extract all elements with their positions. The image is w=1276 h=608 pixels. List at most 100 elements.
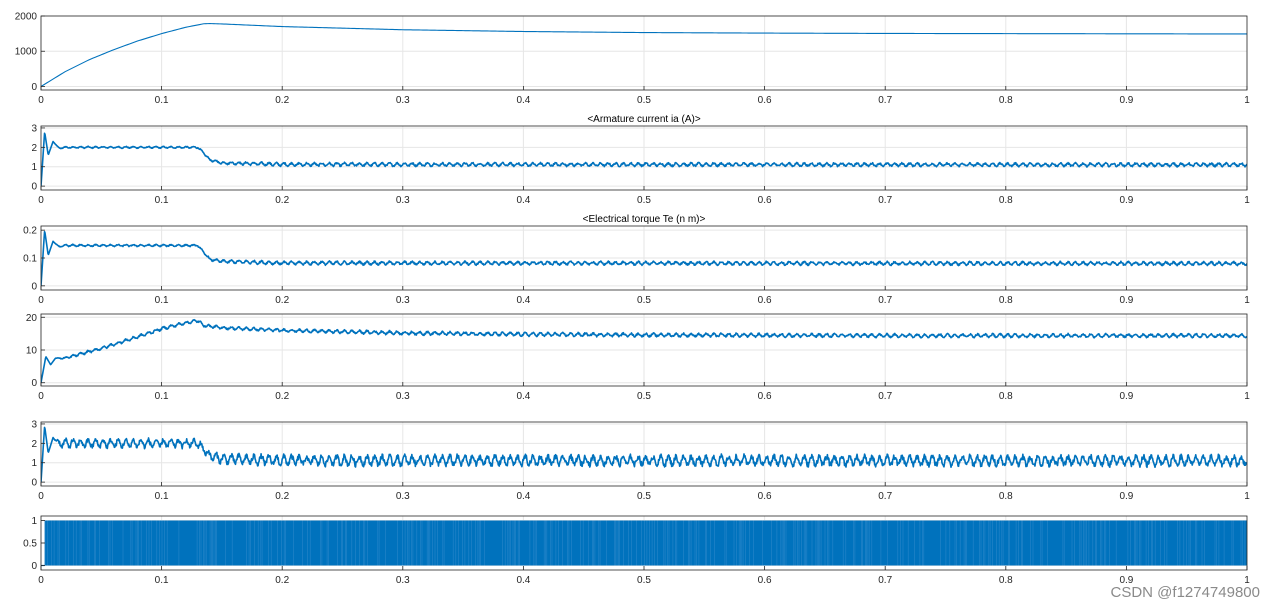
y-tick-label: 3	[31, 123, 37, 134]
x-tick-label: 0.9	[1119, 391, 1133, 402]
x-tick-label: 0.1	[155, 295, 169, 306]
x-tick-label: 0.5	[637, 295, 651, 306]
x-tick-label: 0.1	[155, 491, 169, 502]
x-tick-label: 1	[1244, 295, 1250, 306]
x-tick-label: 0.8	[999, 195, 1013, 206]
x-tick-label: 0.1	[155, 391, 169, 402]
y-tick-label: 0.2	[23, 226, 37, 237]
panel-5: 0 0.1 0.2 0.3 0.4 0.5 0.6 0.7 0.8 0.9 1 0 1 2 3	[31, 419, 1250, 502]
x-tick-label: 0.4	[516, 575, 530, 586]
panel-2: 0 0.1 0.2 0.3 0.4 0.5 0.6 0.7 0.8 0.9 1 0 1 2 3 <Armatu…	[31, 114, 1250, 206]
x-tick-label: 0.1	[155, 95, 169, 106]
x-tick-label: 0.9	[1119, 95, 1133, 106]
x-tick-label: 0	[38, 391, 44, 402]
x-tick-label: 0.2	[275, 295, 289, 306]
watermark: CSDN @f1274749800	[1110, 584, 1261, 601]
x-tick-label: 0.3	[396, 491, 410, 502]
x-tick-label: 0.3	[396, 391, 410, 402]
x-tick-label: 0.2	[275, 575, 289, 586]
y-tick-label: 0.1	[23, 254, 37, 265]
y-tick-label: 10	[26, 346, 38, 357]
panel-title: <Armature current ia (A)>	[587, 114, 701, 125]
y-tick-label: 3	[31, 419, 37, 430]
x-tick-label: 0.9	[1119, 195, 1133, 206]
x-tick-label: 0.9	[1119, 491, 1133, 502]
x-tick-label: 0.6	[758, 195, 772, 206]
series-1-band	[44, 520, 1247, 566]
x-tick-label: 0.4	[516, 491, 530, 502]
series-1-line	[41, 426, 1247, 483]
y-tick-label: 2	[31, 439, 37, 450]
x-tick-label: 1	[1244, 575, 1250, 586]
x-tick-label: 0.7	[878, 195, 892, 206]
x-tick-label: 0.5	[637, 391, 651, 402]
x-tick-label: 0	[38, 295, 44, 306]
x-tick-label: 0.8	[999, 95, 1013, 106]
x-tick-label: 0.3	[396, 295, 410, 306]
x-tick-label: 0.4	[516, 391, 530, 402]
y-tick-label: 0	[31, 478, 37, 489]
panel-title: <Electrical torque Te (n m)>	[583, 214, 706, 225]
y-tick-label: 2	[31, 143, 37, 154]
x-tick-label: 1	[1244, 391, 1250, 402]
x-tick-label: 0.7	[878, 295, 892, 306]
series-1-line	[41, 230, 1247, 286]
y-tick-label: 0.5	[23, 539, 37, 550]
x-tick-label: 0.9	[1119, 575, 1133, 586]
x-tick-label: 0.3	[396, 95, 410, 106]
x-tick-label: 0.2	[275, 491, 289, 502]
x-tick-label: 0.6	[758, 391, 772, 402]
x-tick-label: 0.4	[516, 295, 530, 306]
x-tick-label: 0.5	[637, 575, 651, 586]
x-tick-label: 0.8	[999, 391, 1013, 402]
x-tick-label: 0.7	[878, 575, 892, 586]
x-tick-label: 0.7	[878, 391, 892, 402]
x-tick-label: 0.6	[758, 575, 772, 586]
y-tick-label: 1	[31, 162, 37, 173]
x-tick-label: 1	[1244, 491, 1250, 502]
x-tick-label: 0.9	[1119, 295, 1133, 306]
x-tick-label: 0	[38, 575, 44, 586]
y-tick-label: 0	[31, 561, 37, 572]
x-tick-label: 0.6	[758, 491, 772, 502]
x-tick-label: 0.8	[999, 491, 1013, 502]
x-tick-label: 0.1	[155, 575, 169, 586]
y-tick-label: 0	[31, 182, 37, 193]
panel-1: 0 0.1 0.2 0.3 0.4 0.5 0.6 0.7 0.8 0.9 1 0 1000 2000	[15, 12, 1250, 107]
x-tick-label: 0.6	[758, 295, 772, 306]
x-tick-label: 0.2	[275, 195, 289, 206]
x-tick-label: 0	[38, 491, 44, 502]
y-tick-label: 1	[31, 516, 37, 527]
x-tick-label: 0.7	[878, 491, 892, 502]
x-tick-label: 0.5	[637, 95, 651, 106]
x-tick-label: 0.6	[758, 95, 772, 106]
x-tick-label: 0.5	[637, 195, 651, 206]
series-1-line	[41, 318, 1247, 383]
x-tick-label: 0.8	[999, 575, 1013, 586]
series-1-line	[41, 23, 1247, 87]
x-tick-label: 0	[38, 195, 44, 206]
y-tick-label: 0	[31, 378, 37, 389]
x-tick-label: 0.5	[637, 491, 651, 502]
y-tick-label: 0	[31, 281, 37, 292]
x-tick-label: 0.3	[396, 575, 410, 586]
panel-6: 0 0.1 0.2 0.3 0.4 0.5 0.6 0.7 0.8 0.9 1 0 0.5 1	[23, 515, 1250, 586]
x-tick-label: 1	[1244, 95, 1250, 106]
x-tick-label: 0.1	[155, 195, 169, 206]
series-1-line	[41, 132, 1247, 187]
x-tick-label: 1	[1244, 195, 1250, 206]
x-tick-label: 0.4	[516, 195, 530, 206]
y-tick-label: 20	[26, 313, 38, 324]
y-tick-label: 2000	[15, 12, 38, 23]
y-tick-label: 1000	[15, 47, 38, 58]
y-tick-label: 0	[31, 82, 37, 93]
y-tick-label: 1	[31, 458, 37, 469]
x-tick-label: 0.3	[396, 195, 410, 206]
x-tick-label: 0.8	[999, 295, 1013, 306]
panel-3: 0 0.1 0.2 0.3 0.4 0.5 0.6 0.7 0.8 0.9 1 0 0.1 0.2 <Ele…	[23, 214, 1250, 306]
x-tick-label: 0	[38, 95, 44, 106]
x-tick-label: 0.2	[275, 95, 289, 106]
x-tick-label: 0.4	[516, 95, 530, 106]
x-tick-label: 0.2	[275, 391, 289, 402]
